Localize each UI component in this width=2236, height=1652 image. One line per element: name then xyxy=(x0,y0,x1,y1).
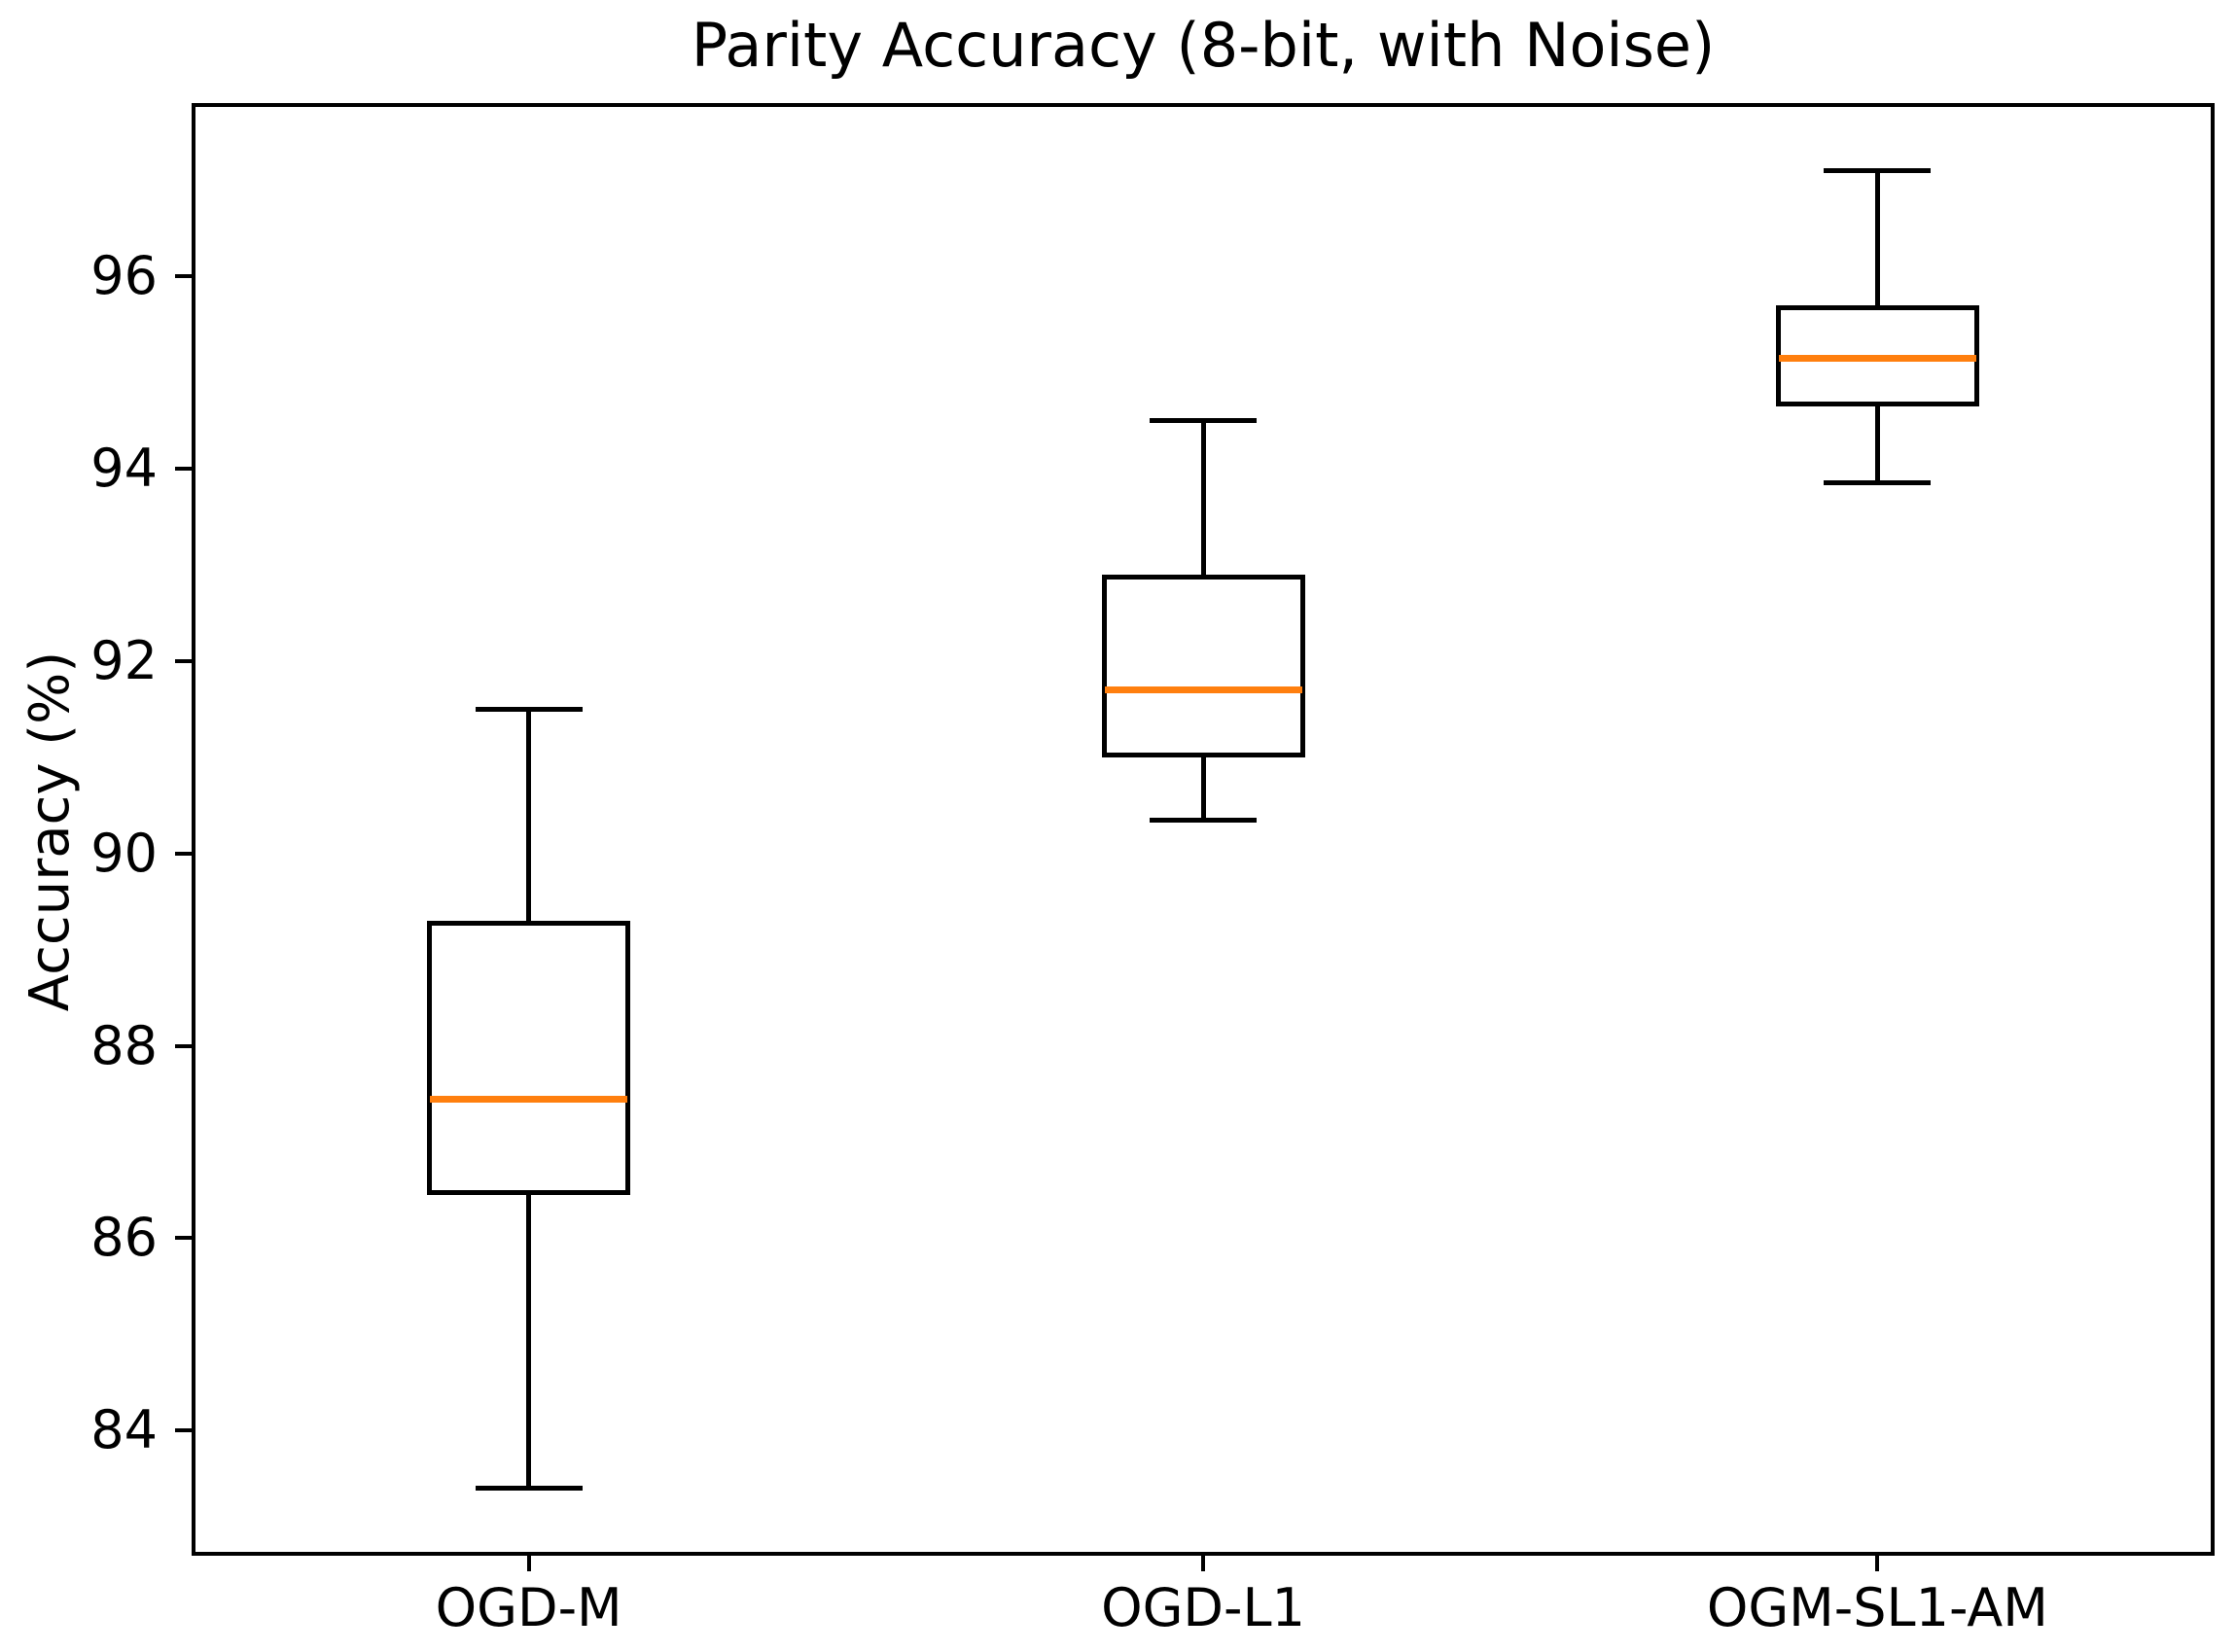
whisker-cap-bottom xyxy=(1150,817,1257,823)
chart-title: Parity Accuracy (8-bit, with Noise) xyxy=(691,10,1716,81)
x-tick-label: OGD-L1 xyxy=(1101,1577,1305,1638)
x-tick xyxy=(1875,1556,1880,1571)
median-line xyxy=(1104,686,1302,694)
box-rect xyxy=(427,920,631,1195)
y-tick xyxy=(175,274,192,279)
whisker-cap-top xyxy=(1150,418,1257,423)
whisker-upper xyxy=(1200,420,1206,575)
x-tick-label: OGD-M xyxy=(435,1577,622,1638)
y-tick-label: 94 xyxy=(90,437,158,499)
whisker-upper xyxy=(526,709,532,921)
whisker-cap-top xyxy=(475,706,583,712)
y-tick-label: 90 xyxy=(90,822,158,884)
whisker-cap-bottom xyxy=(475,1486,583,1492)
y-tick xyxy=(175,658,192,663)
y-tick-label: 96 xyxy=(90,245,158,307)
box-rect xyxy=(1101,574,1305,757)
whisker-upper xyxy=(1874,170,1880,305)
x-tick xyxy=(1201,1556,1205,1571)
whisker-cap-top xyxy=(1824,167,1932,173)
whisker-cap-bottom xyxy=(1824,480,1932,486)
whisker-lower xyxy=(1200,756,1206,821)
y-tick xyxy=(175,851,192,856)
y-tick xyxy=(175,1043,192,1048)
y-tick-label: 92 xyxy=(90,629,158,691)
whisker-lower xyxy=(1874,405,1880,483)
y-tick-label: 88 xyxy=(90,1014,158,1076)
y-tick xyxy=(175,466,192,471)
y-tick xyxy=(175,1236,192,1241)
y-tick-label: 84 xyxy=(90,1399,158,1461)
whisker-lower xyxy=(526,1194,532,1489)
y-tick-label: 86 xyxy=(90,1207,158,1269)
y-tick xyxy=(175,1428,192,1433)
median-line xyxy=(430,1095,628,1103)
x-tick xyxy=(526,1556,531,1571)
median-line xyxy=(1778,354,1976,362)
x-tick-label: OGM-SL1-AM xyxy=(1706,1577,2048,1638)
